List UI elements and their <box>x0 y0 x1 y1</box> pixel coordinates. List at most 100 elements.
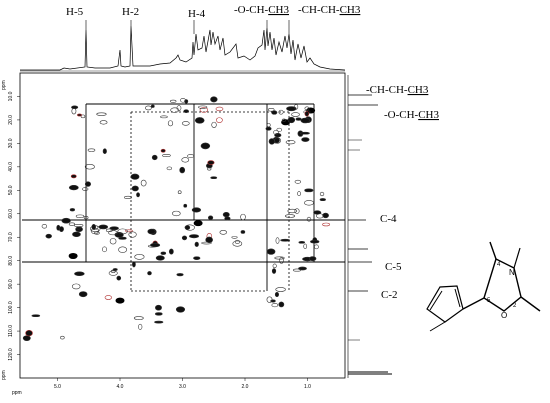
contour <box>150 242 161 248</box>
x-tick-label: 5.0 <box>54 384 61 390</box>
y-tick-label: 80.0 <box>8 256 14 266</box>
contour <box>117 228 128 235</box>
contour <box>322 222 331 227</box>
label-r-o-ch-prefix: -O-CH- <box>384 109 419 121</box>
contour <box>181 121 190 126</box>
contour <box>268 108 275 112</box>
contour <box>274 256 285 260</box>
contour <box>275 287 286 292</box>
contour <box>82 187 89 191</box>
oxazolidine-structure <box>426 241 541 332</box>
crosspeak <box>68 253 78 259</box>
contour <box>70 174 77 179</box>
contour <box>280 238 291 242</box>
contour <box>272 263 277 269</box>
contour <box>150 104 155 108</box>
contour <box>84 164 95 170</box>
contour <box>215 117 223 123</box>
contour <box>168 248 174 255</box>
contour <box>154 320 164 324</box>
contour-peaks <box>22 96 331 341</box>
contour <box>94 231 100 235</box>
crosspeak <box>193 220 203 227</box>
position-2: 2 <box>513 303 517 309</box>
contour <box>177 190 182 194</box>
contour <box>167 120 174 127</box>
contour <box>41 223 48 229</box>
atom-n: N <box>509 268 515 277</box>
y-tick-label: 20.0 <box>8 115 14 125</box>
contour <box>278 109 284 115</box>
y-tick-label: 30.0 <box>8 138 14 148</box>
contour <box>304 200 314 206</box>
contour <box>69 208 75 212</box>
contour <box>136 192 140 198</box>
contour <box>124 195 132 199</box>
contour <box>132 261 136 268</box>
contour <box>271 303 279 308</box>
contour <box>162 154 171 157</box>
contour <box>105 228 113 232</box>
crosspeak <box>115 297 125 304</box>
label-h2: H-2 <box>122 6 139 18</box>
contour <box>73 224 84 227</box>
contour <box>215 106 224 112</box>
contour <box>207 215 214 220</box>
contour <box>194 241 199 247</box>
contour <box>294 104 299 110</box>
x-tick-label: 3.0 <box>179 384 186 390</box>
contour <box>112 268 118 271</box>
contour <box>314 244 319 250</box>
contour <box>25 329 33 337</box>
contour <box>313 210 322 215</box>
x-tick-label: 2.0 <box>242 384 249 390</box>
contour <box>210 96 218 103</box>
right-13c-spectrum <box>347 75 392 378</box>
contour <box>160 251 167 255</box>
contour <box>118 246 128 253</box>
contour <box>151 154 158 161</box>
label-h5: H-5 <box>66 6 84 18</box>
contour <box>306 216 312 222</box>
y-tick-label: 50.0 <box>8 185 14 195</box>
label-o-ch-ch3-top: -O-CH-CH3 <box>234 4 289 16</box>
contour <box>207 167 212 171</box>
contour <box>198 105 208 109</box>
contour <box>109 226 119 231</box>
contour <box>232 240 243 247</box>
contour <box>91 223 96 230</box>
contour <box>231 235 238 239</box>
label-c4: C-4 <box>380 213 397 225</box>
contour <box>169 99 177 103</box>
contour <box>131 185 139 192</box>
contour <box>133 316 144 320</box>
contour <box>155 304 162 311</box>
contour <box>98 224 109 230</box>
contour <box>184 224 195 231</box>
top-1h-spectrum <box>20 20 346 72</box>
label-ch-ch-ch3-top: -CH-CH-CH3 <box>298 4 361 16</box>
contour <box>281 118 287 122</box>
y-tick-label: 120.0 <box>8 348 14 361</box>
contour <box>147 228 156 235</box>
contour <box>304 106 310 111</box>
y-axis-unit-bottom: ppm <box>1 370 7 380</box>
y-tick-label: 10.0 <box>8 91 14 101</box>
contour <box>275 237 280 244</box>
y-tick-label: 60.0 <box>8 209 14 219</box>
contour <box>179 166 186 174</box>
contour <box>128 231 137 238</box>
contour <box>145 105 152 111</box>
contour <box>240 230 246 234</box>
contour <box>191 207 202 213</box>
contour <box>300 117 310 124</box>
contour <box>71 107 77 115</box>
label-o-ch-ch3: CH3 <box>268 4 289 16</box>
contour <box>172 210 181 217</box>
contour <box>298 266 307 271</box>
contour <box>297 191 301 196</box>
position-4: 4 <box>497 262 501 268</box>
contour <box>189 234 200 239</box>
contour <box>240 213 246 221</box>
contour <box>175 306 186 313</box>
